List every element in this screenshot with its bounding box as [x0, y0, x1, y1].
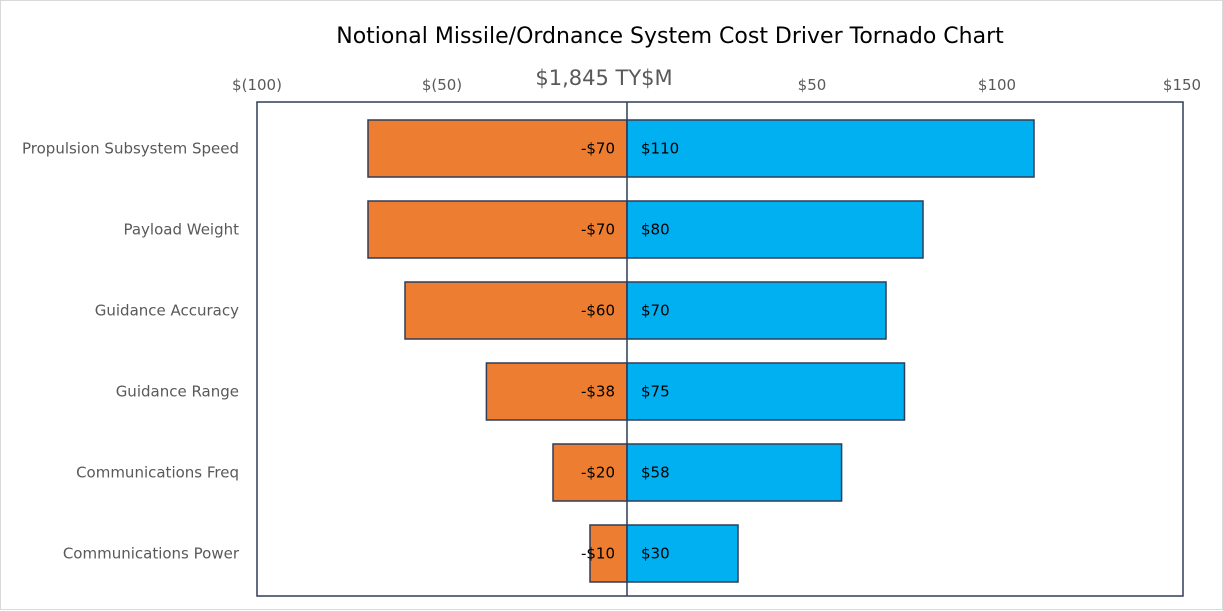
- increase-bar: [626, 443, 843, 502]
- data-label: -$38: [581, 383, 615, 401]
- data-label: $30: [641, 545, 670, 563]
- data-label: $75: [641, 383, 670, 401]
- increase-bar: [626, 200, 924, 259]
- x-tick-label: $100: [978, 76, 1016, 94]
- chart-title: Notional Missile/Ordnance System Cost Dr…: [336, 24, 1004, 49]
- x-axis: $(100) $(50) $50 $100 $150: [232, 76, 1201, 94]
- category-label: Guidance Accuracy: [95, 302, 239, 320]
- category-label: Communications Freq: [76, 464, 239, 482]
- category-label: Communications Power: [63, 545, 240, 563]
- data-label: $110: [641, 140, 679, 158]
- data-label: $70: [641, 302, 670, 320]
- data-label: -$70: [581, 221, 615, 239]
- data-label: -$70: [581, 140, 615, 158]
- decrease-bar: [589, 524, 628, 583]
- data-label: -$10: [581, 545, 615, 563]
- bars: [367, 119, 1035, 583]
- x-tick-label: $50: [798, 76, 827, 94]
- data-label: -$20: [581, 464, 615, 482]
- baseline-value-label: $1,845 TY$M: [535, 66, 672, 90]
- x-tick-label: $(50): [422, 76, 462, 94]
- category-label: Guidance Range: [116, 383, 239, 401]
- decrease-bar: [367, 119, 628, 178]
- data-label: $58: [641, 464, 670, 482]
- plot-area: [256, 101, 1184, 597]
- increase-bar: [626, 119, 1035, 178]
- decrease-bar: [485, 362, 628, 421]
- increase-bar: [626, 524, 739, 583]
- category-label: Payload Weight: [123, 221, 239, 239]
- data-labels: -$70 -$70 -$60 -$38 -$20 -$10 $110 $80 $70 $75 $58…: [581, 140, 679, 563]
- decrease-bar: [552, 443, 628, 502]
- data-label: $80: [641, 221, 670, 239]
- x-tick-label: $(100): [232, 76, 282, 94]
- category-labels: Propulsion Subsystem Speed Payload Weight…: [22, 140, 240, 563]
- data-label: -$60: [581, 302, 615, 320]
- decrease-bar: [367, 200, 628, 259]
- category-label: Propulsion Subsystem Speed: [22, 140, 239, 158]
- x-tick-label: $150: [1163, 76, 1201, 94]
